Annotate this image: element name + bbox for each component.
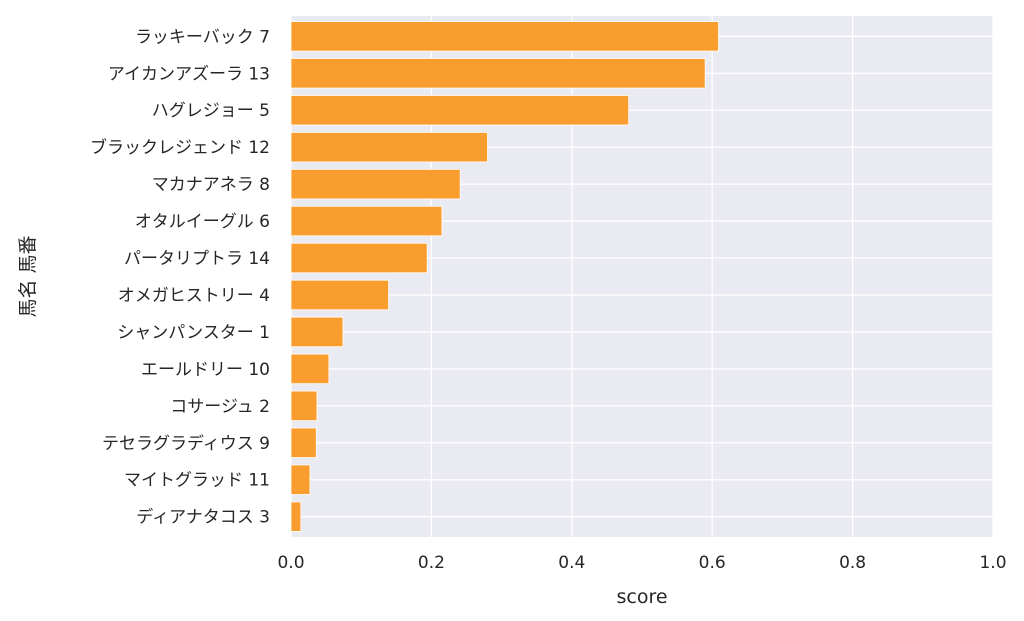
y-tick-labels: ラッキーバック 7 アイカンアズーラ 13 ハグレジョー 5 ブラックレジェンド 12… bbox=[90, 27, 270, 527]
x-tick-label: 0.6 bbox=[699, 553, 726, 573]
bar bbox=[290, 316, 344, 348]
y-tick-label: コサージュ 2 bbox=[170, 397, 270, 417]
bar bbox=[290, 95, 630, 126]
x-tick-label: 0.4 bbox=[558, 553, 585, 573]
y-tick-label: ラッキーバック 7 bbox=[135, 27, 270, 47]
x-tick-label: 0.8 bbox=[839, 553, 866, 573]
bar bbox=[290, 21, 719, 52]
y-tick-label: ディアナタコス 3 bbox=[136, 507, 270, 528]
bar bbox=[290, 205, 443, 237]
y-axis-label: 馬名 馬番 bbox=[17, 235, 39, 317]
y-tick-label: テセラグラディウス 9 bbox=[102, 433, 270, 454]
bar bbox=[290, 501, 302, 532]
bar bbox=[290, 279, 389, 311]
y-tick-label: ハグレジョー 5 bbox=[152, 101, 270, 121]
y-tick-label: ブラックレジェンド 12 bbox=[90, 137, 270, 158]
y-tick-label: パータリプトラ 14 bbox=[124, 249, 270, 269]
x-tick-label: 0.0 bbox=[277, 553, 304, 573]
bar bbox=[290, 464, 311, 495]
y-tick-label: マイトグラッド 11 bbox=[124, 471, 270, 491]
plot-background bbox=[291, 16, 993, 537]
bar bbox=[290, 168, 461, 200]
y-tick-label: シャンパンスター 1 bbox=[117, 323, 270, 343]
y-tick-label: エールドリー 10 bbox=[141, 360, 270, 380]
bar bbox=[290, 353, 330, 385]
x-tick-label: 0.2 bbox=[418, 553, 445, 573]
bar bbox=[290, 242, 428, 274]
y-tick-label: マカナアネラ 8 bbox=[152, 175, 270, 195]
x-axis-label: score bbox=[616, 586, 667, 608]
bar bbox=[290, 131, 488, 163]
bar bbox=[290, 390, 318, 422]
y-tick-label: オタルイーグル 6 bbox=[135, 212, 270, 232]
y-tick-label: オメガヒストリー 4 bbox=[118, 286, 270, 306]
x-tick-label: 1.0 bbox=[979, 553, 1006, 573]
y-tick-label: アイカンアズーラ 13 bbox=[108, 64, 270, 84]
bars bbox=[290, 21, 719, 532]
bar bbox=[290, 427, 317, 458]
x-tick-labels: 0.0 0.2 0.4 0.6 0.8 1.0 bbox=[277, 553, 1006, 573]
bar bbox=[290, 58, 706, 89]
